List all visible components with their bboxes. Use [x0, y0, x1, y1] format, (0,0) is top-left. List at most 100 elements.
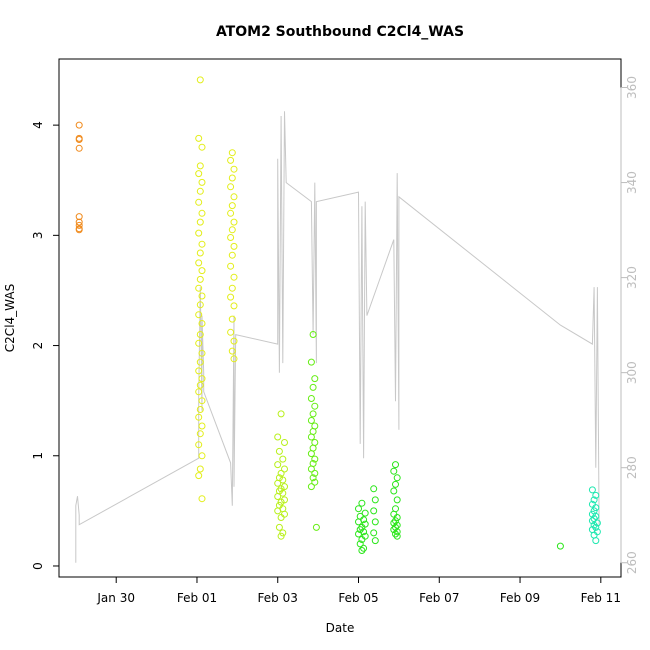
scatter-group-bright_green	[355, 461, 564, 554]
data-point	[370, 485, 378, 493]
x-tick-label: Feb 07	[419, 591, 459, 605]
data-point	[275, 523, 283, 531]
x-tick-label: Feb 09	[500, 591, 540, 605]
data-point	[393, 521, 401, 529]
data-point	[195, 311, 203, 319]
data-point	[196, 249, 204, 257]
data-point	[275, 447, 283, 455]
data-point	[196, 358, 204, 366]
y2-tick-label: 360	[625, 76, 639, 99]
data-point	[198, 495, 206, 503]
data-point	[198, 452, 206, 460]
data-point	[227, 328, 235, 336]
data-point	[355, 505, 362, 513]
data-point	[198, 267, 206, 275]
data-point	[198, 375, 206, 383]
data-point	[196, 301, 204, 309]
data-point	[274, 433, 282, 441]
data-point	[274, 479, 282, 487]
y2-tick-label: 280	[625, 456, 639, 479]
data-point	[227, 209, 235, 217]
data-point	[592, 504, 600, 512]
data-point	[556, 542, 564, 550]
scatter-group-green	[307, 331, 320, 531]
data-point	[227, 183, 235, 191]
data-point	[195, 170, 203, 178]
left-axis: 0 1 2 3 4	[31, 121, 60, 570]
data-point	[311, 439, 319, 446]
data-point	[277, 469, 285, 477]
x-tick-label: Feb 03	[258, 591, 298, 605]
right-axis: 260 280 300 320 340 360	[620, 76, 639, 574]
data-point	[309, 474, 317, 482]
data-point	[195, 229, 203, 237]
data-point	[358, 523, 366, 531]
data-point	[277, 532, 285, 540]
data-point	[390, 467, 398, 475]
data-point	[198, 349, 206, 357]
data-point	[392, 480, 399, 488]
data-point	[195, 259, 203, 267]
data-point	[227, 156, 235, 164]
scatter-group-orange	[75, 121, 83, 234]
data-point	[230, 218, 238, 226]
x-tick-label: Feb 05	[338, 591, 378, 605]
y-tick-label: 2	[31, 342, 45, 350]
data-point	[590, 515, 598, 523]
data-point	[195, 441, 203, 449]
data-point	[393, 496, 401, 504]
data-point	[312, 523, 320, 531]
data-point	[198, 143, 206, 151]
y-tick-label: 3	[31, 231, 45, 239]
data-point	[588, 486, 596, 494]
data-point	[274, 493, 282, 500]
data-point	[361, 509, 369, 517]
data-point	[592, 537, 600, 545]
data-point	[592, 512, 600, 520]
data-point	[195, 472, 203, 480]
data-point	[392, 461, 399, 469]
data-point	[230, 165, 238, 173]
data-point	[230, 337, 238, 345]
y-tick-label: 0	[31, 562, 45, 570]
data-point	[230, 273, 238, 281]
data-point	[195, 413, 203, 421]
data-point	[590, 496, 598, 504]
secondary-line	[75, 111, 600, 563]
data-point	[590, 521, 598, 529]
data-point	[198, 240, 206, 248]
data-point	[274, 461, 282, 469]
data-point	[228, 226, 236, 234]
data-point	[360, 544, 368, 552]
data-point	[196, 381, 204, 389]
data-point	[228, 202, 236, 210]
data-point	[281, 465, 288, 473]
data-point	[195, 284, 203, 292]
data-point	[592, 491, 600, 499]
data-point	[198, 178, 206, 186]
data-point	[195, 134, 203, 142]
scatter-group-yellow_green	[274, 410, 288, 540]
data-point	[198, 209, 206, 217]
data-point	[277, 498, 285, 506]
chart-title: ATOM2 Southbound C2Cl4_WAS	[216, 24, 464, 40]
data-point	[196, 187, 204, 195]
y-tick-label: 4	[31, 121, 45, 129]
data-point	[370, 507, 378, 515]
data-point	[196, 430, 204, 438]
data-point	[392, 517, 399, 525]
y-tick-label: 1	[31, 452, 45, 460]
data-point	[392, 530, 399, 538]
scatter-group-yellow	[195, 76, 238, 503]
data-point	[307, 395, 315, 402]
bottom-axis: Jan 30 Feb 01 Feb 03 Feb 05 Feb 07 Feb 09 Feb …	[96, 576, 621, 605]
data-point	[309, 410, 317, 418]
data-point	[311, 469, 319, 477]
data-point	[358, 547, 366, 554]
data-point	[279, 529, 287, 537]
data-point	[196, 465, 204, 473]
data-point	[228, 251, 236, 259]
data-point	[75, 221, 83, 229]
data-point	[307, 450, 315, 458]
x-axis-label: Date	[326, 621, 355, 635]
